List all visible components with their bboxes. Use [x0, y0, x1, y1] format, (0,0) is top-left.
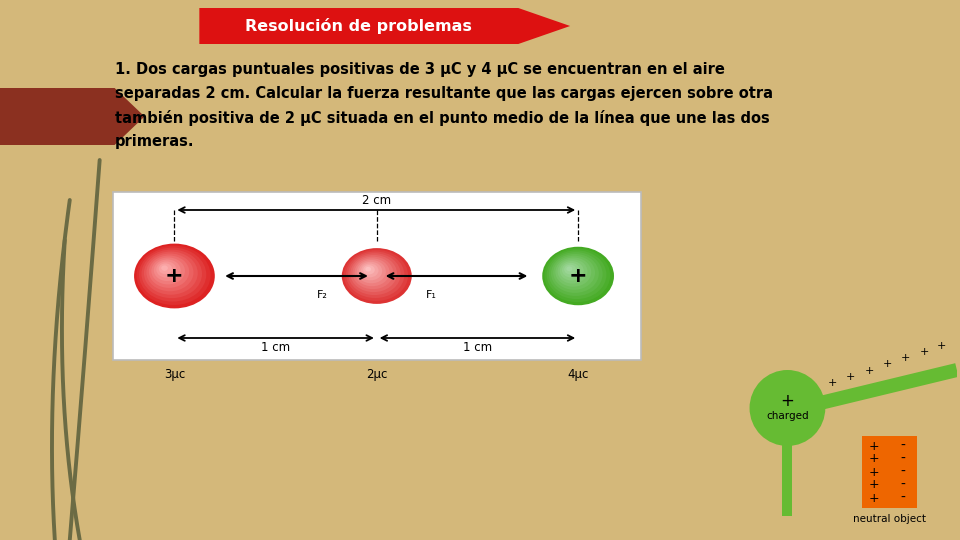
Text: +: +	[165, 266, 183, 286]
Ellipse shape	[562, 263, 580, 278]
Text: 4µc: 4µc	[567, 368, 588, 381]
Ellipse shape	[348, 253, 400, 295]
Ellipse shape	[144, 252, 198, 295]
Text: 1 cm: 1 cm	[463, 341, 492, 354]
Ellipse shape	[542, 247, 614, 305]
Text: +: +	[828, 378, 837, 388]
Text: -: -	[900, 491, 905, 505]
Text: 2 cm: 2 cm	[362, 194, 391, 207]
Bar	[112, 192, 641, 360]
Ellipse shape	[357, 260, 386, 284]
Ellipse shape	[544, 248, 611, 302]
Ellipse shape	[366, 267, 372, 272]
Text: 1. Dos cargas puntuales positivas de 3 μC y 4 μC se encuentran en el aire: 1. Dos cargas puntuales positivas de 3 μ…	[114, 62, 725, 77]
Ellipse shape	[146, 253, 194, 291]
Ellipse shape	[158, 264, 172, 274]
Text: 3µc: 3µc	[164, 368, 185, 381]
Ellipse shape	[139, 247, 206, 301]
Ellipse shape	[154, 259, 180, 281]
Text: F₂: F₂	[317, 290, 327, 300]
Text: +: +	[869, 453, 879, 465]
Text: +: +	[869, 478, 879, 491]
Ellipse shape	[152, 258, 185, 285]
Text: -: -	[900, 439, 905, 453]
Ellipse shape	[352, 256, 394, 289]
Text: también positiva de 2 μC situada en el punto medio de la línea que une las dos: también positiva de 2 μC situada en el p…	[114, 110, 769, 126]
Text: 1 cm: 1 cm	[261, 341, 290, 354]
Ellipse shape	[363, 265, 374, 274]
Text: -: -	[900, 465, 905, 479]
Ellipse shape	[553, 255, 595, 290]
Ellipse shape	[156, 261, 177, 278]
Polygon shape	[200, 8, 570, 44]
Text: -: -	[900, 452, 905, 466]
Text: +: +	[846, 372, 855, 382]
Ellipse shape	[354, 258, 390, 286]
Text: Resolución de problemas: Resolución de problemas	[246, 18, 472, 34]
Text: neutral object: neutral object	[853, 514, 926, 524]
Ellipse shape	[149, 255, 189, 288]
Text: +: +	[920, 347, 928, 357]
Ellipse shape	[564, 265, 576, 274]
Circle shape	[750, 370, 826, 446]
Ellipse shape	[560, 261, 584, 281]
Ellipse shape	[361, 264, 378, 278]
Text: +: +	[568, 266, 588, 286]
Text: +: +	[780, 392, 794, 410]
Ellipse shape	[549, 252, 603, 296]
Polygon shape	[819, 363, 958, 410]
Ellipse shape	[346, 252, 404, 298]
Text: charged: charged	[766, 411, 808, 421]
Text: +: +	[937, 341, 947, 351]
Ellipse shape	[134, 244, 215, 308]
Text: F₁: F₁	[426, 290, 437, 300]
Text: +: +	[869, 440, 879, 453]
Text: +: +	[869, 491, 879, 504]
Ellipse shape	[342, 248, 412, 304]
Bar	[862, 436, 917, 508]
Text: -: -	[900, 478, 905, 492]
Text: 2µc: 2µc	[366, 368, 388, 381]
Ellipse shape	[350, 255, 397, 292]
Text: +: +	[900, 353, 910, 363]
Ellipse shape	[136, 246, 210, 305]
Polygon shape	[0, 88, 145, 145]
Text: +: +	[869, 465, 879, 478]
Ellipse shape	[141, 249, 202, 298]
Ellipse shape	[566, 266, 572, 271]
Bar	[782, 444, 792, 516]
Ellipse shape	[546, 251, 607, 299]
Ellipse shape	[344, 250, 408, 301]
Text: primeras.: primeras.	[114, 134, 194, 149]
Ellipse shape	[359, 262, 382, 280]
Ellipse shape	[551, 254, 599, 293]
Ellipse shape	[161, 265, 168, 271]
Text: separadas 2 cm. Calcular la fuerza resultante que las cargas ejercen sobre otra: separadas 2 cm. Calcular la fuerza resul…	[114, 86, 773, 101]
Text: +: +	[882, 359, 892, 369]
Ellipse shape	[558, 259, 588, 284]
Text: +: +	[864, 366, 874, 376]
Ellipse shape	[556, 258, 591, 287]
